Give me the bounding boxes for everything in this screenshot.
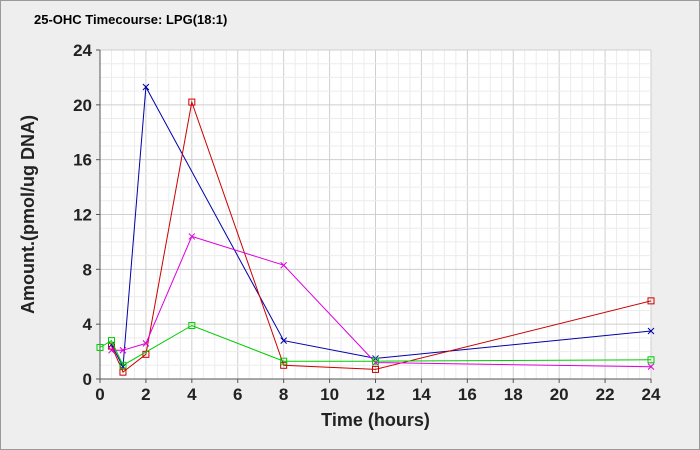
data-point-square (119, 361, 127, 369)
y-tick-label: 12 (73, 206, 92, 225)
series-line (111, 100, 652, 373)
data-point-square (372, 365, 379, 373)
x-axis-title: Time (hours) (321, 410, 430, 430)
data-point-x (188, 233, 196, 240)
data-point-x (647, 363, 655, 371)
x-tick-label: 6 (233, 385, 242, 404)
data-point-square (647, 356, 655, 364)
x-tick-label: 12 (366, 385, 385, 404)
x-tick-label: 24 (642, 385, 661, 404)
data-point-square (188, 98, 196, 106)
series-line (111, 85, 652, 369)
x-tick-label: 10 (320, 385, 339, 404)
x-tick-label: 2 (141, 385, 150, 404)
data-point-x (142, 340, 150, 347)
series-3 (108, 233, 655, 371)
data-point-square (119, 368, 127, 376)
x-tick-label: 22 (596, 385, 615, 404)
y-tick-label: 0 (83, 370, 92, 389)
data-point-x (119, 346, 127, 354)
series-4 (96, 322, 655, 369)
data-point-x (108, 346, 115, 354)
x-tick-label: 8 (279, 385, 288, 404)
chart-title: 25-OHC Timecourse: LPG(18:1) (34, 12, 228, 27)
data-point-x (280, 261, 288, 269)
data-point-x (142, 83, 150, 91)
data-point-x (647, 327, 655, 335)
x-tick-label: 4 (187, 385, 197, 404)
series-line (99, 324, 652, 367)
data-point-x (280, 337, 288, 344)
data-point-square (280, 357, 288, 365)
data-point-square (107, 337, 115, 345)
data-point-square (372, 357, 379, 365)
y-tick-label: 20 (73, 96, 92, 115)
data-point-square (96, 343, 104, 351)
y-tick-label: 24 (73, 41, 92, 60)
y-tick-label: 8 (83, 260, 92, 279)
x-tick-label: 0 (95, 385, 104, 404)
x-tick-label: 14 (412, 385, 431, 404)
y-axis-title: Amount.(pmol/ug DNA) (18, 115, 38, 314)
y-tick-label: 4 (83, 315, 93, 334)
x-tick-label: 20 (550, 385, 569, 404)
data-point-square (647, 297, 655, 305)
y-tick-label: 16 (73, 151, 92, 170)
x-tick-label: 18 (504, 385, 523, 404)
x-tick-label: 16 (458, 385, 477, 404)
data-point-square (280, 361, 288, 369)
data-point-square (188, 322, 196, 330)
